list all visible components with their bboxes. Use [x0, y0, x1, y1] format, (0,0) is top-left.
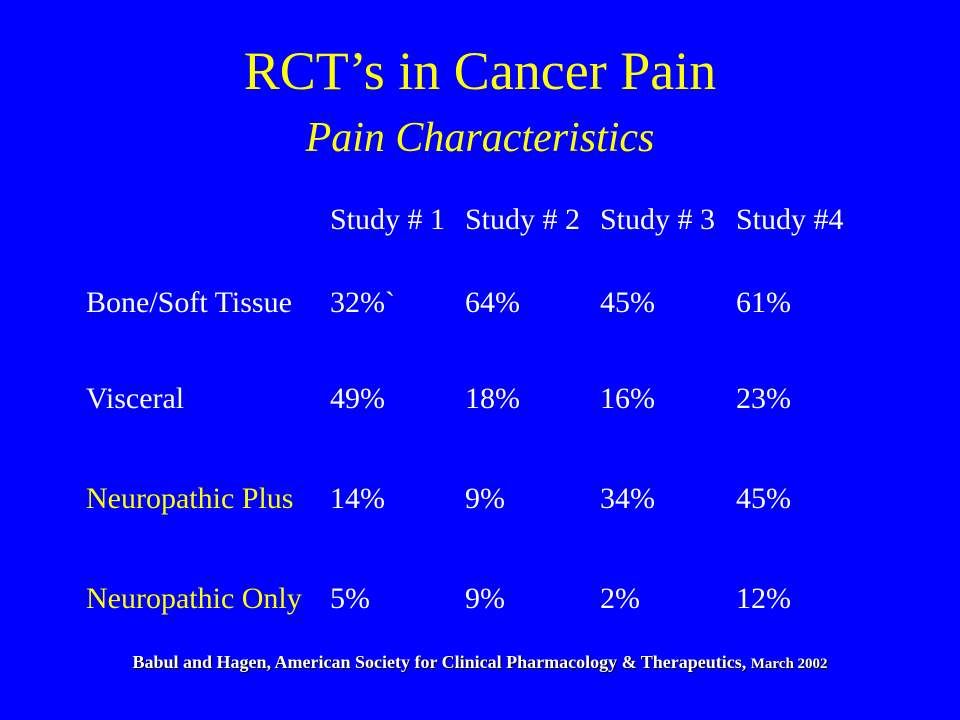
- table-cell: 18%: [465, 382, 520, 415]
- table-cell: 61%: [736, 286, 791, 319]
- citation-text: Babul and Hagen, American Society for Cl…: [132, 652, 747, 672]
- row-label-visceral: Visceral: [86, 382, 185, 415]
- table-cell: 49%: [330, 382, 385, 415]
- table-cell: 9%: [465, 482, 505, 515]
- column-header-study-2: Study # 2: [465, 203, 581, 236]
- table-cell: 45%: [736, 482, 791, 515]
- row-label-bone-soft-tissue: Bone/Soft Tissue: [86, 286, 292, 319]
- row-label-neuropathic-plus: Neuropathic Plus: [86, 482, 294, 515]
- citation-date: March 2002: [750, 656, 828, 672]
- column-header-study-1: Study # 1: [330, 203, 446, 236]
- table-cell: 32%`: [330, 286, 395, 319]
- table-cell: 14%: [330, 482, 385, 515]
- slide-subtitle: Pain Characteristics: [305, 115, 655, 161]
- column-header-study-4: Study #4: [736, 203, 844, 236]
- table-cell: 23%: [736, 382, 791, 415]
- citation: Babul and Hagen, American Society for Cl…: [0, 650, 960, 676]
- column-header-study-3: Study # 3: [600, 203, 716, 236]
- slide-title: RCT’s in Cancer Pain: [243, 41, 717, 101]
- table-cell: 9%: [465, 582, 505, 615]
- table-cell: 12%: [736, 582, 791, 615]
- table-cell: 64%: [465, 286, 520, 319]
- table-cell: 45%: [600, 286, 655, 319]
- table-cell: 16%: [600, 382, 655, 415]
- table-cell: 2%: [600, 582, 640, 615]
- row-label-neuropathic-only: Neuropathic Only: [86, 582, 302, 615]
- table-cell: 34%: [600, 482, 655, 515]
- table-cell: 5%: [330, 582, 370, 615]
